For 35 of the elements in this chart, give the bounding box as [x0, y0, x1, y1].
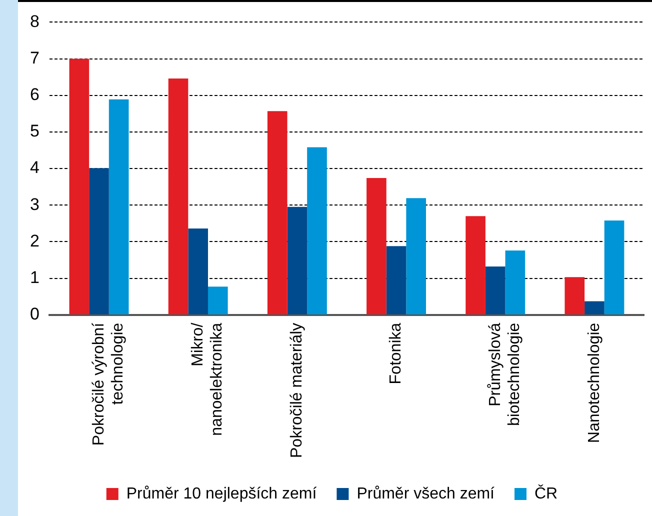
- y-tick-label: 7: [30, 48, 40, 68]
- bar: [168, 78, 188, 314]
- y-tick-label: 8: [30, 12, 40, 31]
- bar: [466, 216, 486, 314]
- x-tick-label: Nanotechnologie: [586, 322, 603, 443]
- x-tick-label: Pokročilé výrobní technologie: [90, 322, 127, 446]
- y-tick-label: 0: [30, 304, 40, 324]
- bar: [69, 58, 90, 314]
- bar: [386, 246, 406, 314]
- bar: [188, 228, 208, 314]
- legend-label: ČR: [534, 484, 558, 502]
- bar: [406, 198, 426, 314]
- y-tick-label: 3: [30, 194, 40, 214]
- bar: [108, 99, 129, 314]
- y-tick-label: 1: [30, 268, 40, 287]
- bar: [89, 168, 109, 314]
- bar: [505, 250, 526, 314]
- y-tick-label: 6: [30, 85, 40, 104]
- bar: [485, 266, 506, 314]
- bar: [584, 301, 604, 314]
- bar: [604, 220, 624, 314]
- y-tick-label: 4: [30, 158, 40, 178]
- bar: [267, 111, 288, 314]
- x-tick-label: Pokročilé materiály: [288, 322, 306, 458]
- x-tick-label: Průmyslová biotechnologie: [486, 322, 523, 426]
- bar: [564, 277, 585, 314]
- bar: [287, 206, 308, 314]
- y-tick-label: 2: [30, 231, 40, 250]
- bar: [366, 178, 386, 314]
- legend-label: Průměr 10 nejlepších zemí: [126, 485, 318, 502]
- bar: [307, 147, 327, 314]
- bar: [208, 286, 228, 314]
- legend-label: Průměr všech zemí: [356, 485, 496, 502]
- x-tick-label: Fotonika: [388, 322, 405, 384]
- y-tick-label: 5: [30, 122, 40, 141]
